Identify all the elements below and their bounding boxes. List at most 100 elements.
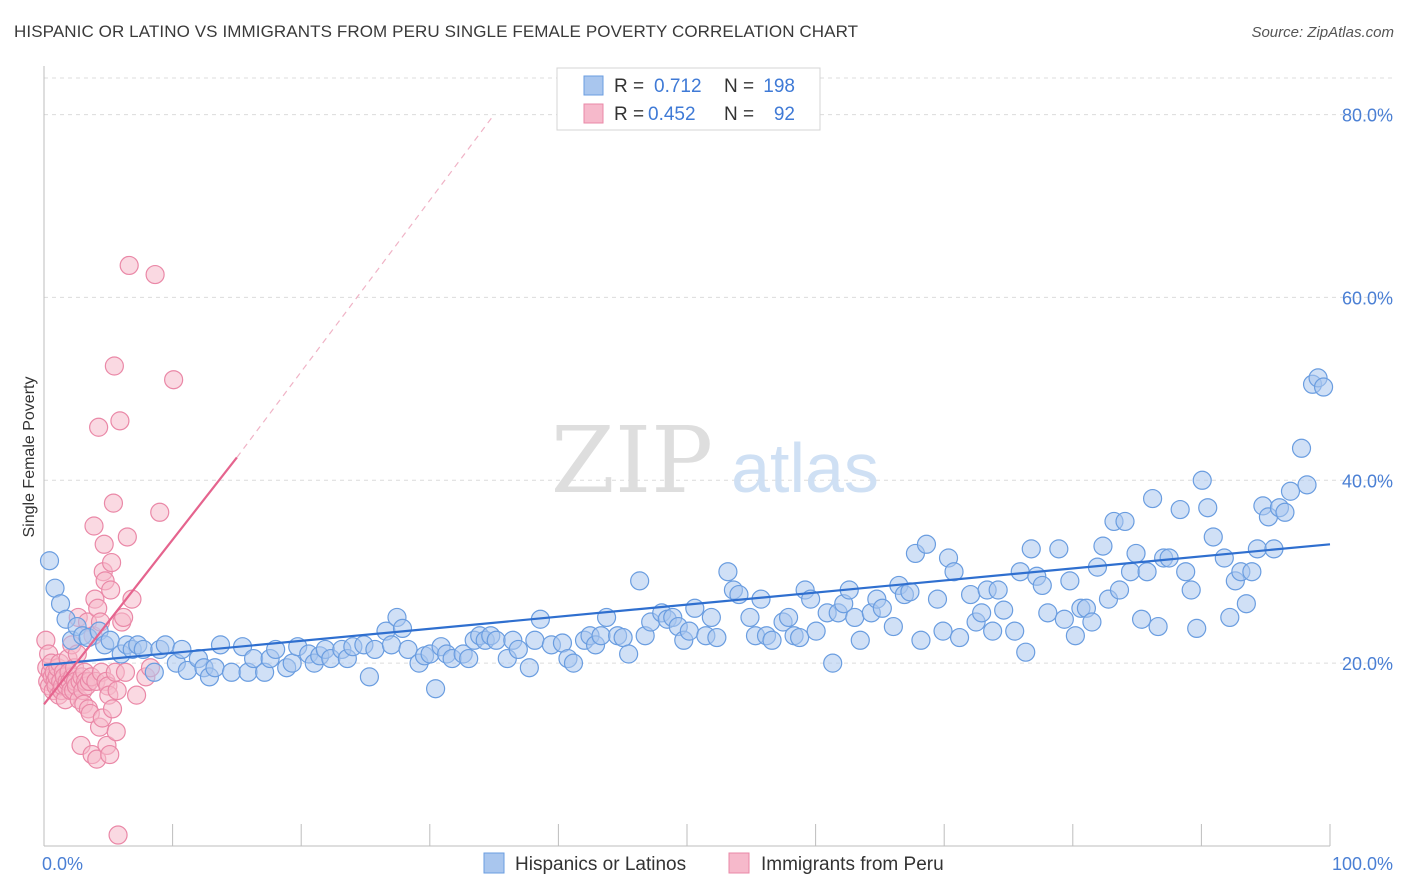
point-hispanic: [1187, 618, 1207, 639]
point-hispanic: [1038, 603, 1058, 623]
legend-r-label-2: R =: [614, 104, 644, 125]
point-peru: [94, 534, 114, 554]
point-hispanic: [1170, 499, 1190, 520]
point-hispanic: [1236, 594, 1256, 614]
watermark-zip: ZIP: [551, 407, 713, 514]
point-hispanic: [1016, 642, 1036, 662]
point-hispanic: [1291, 438, 1312, 458]
point-peru: [89, 417, 109, 437]
point-hispanic: [591, 626, 611, 646]
point-peru: [108, 825, 128, 845]
point-hispanic: [359, 667, 380, 687]
point-hispanic: [983, 621, 1003, 641]
point-hispanic: [960, 584, 981, 605]
trend-line-pink: [43, 456, 238, 705]
source-label: Source: ZipAtlas.com: [1251, 24, 1394, 41]
point-peru: [117, 527, 137, 547]
point-hispanic: [1115, 511, 1135, 532]
point-peru: [145, 264, 165, 285]
point-hispanic: [1242, 562, 1262, 582]
point-hispanic: [1220, 607, 1240, 628]
point-peru: [126, 685, 147, 705]
point-hispanic: [392, 618, 413, 639]
point-hispanic: [1120, 562, 1141, 582]
bottom-legend-swatch-pink: [728, 852, 750, 874]
point-hispanic: [1198, 498, 1218, 518]
point-hispanic: [519, 658, 539, 678]
point-hispanic: [155, 635, 175, 655]
legend-r-value-2: 0.452: [648, 104, 696, 125]
point-hispanic: [933, 621, 953, 641]
point-hispanic: [1021, 539, 1041, 559]
point-hispanic: [1060, 571, 1080, 591]
watermark-atlas: atlas: [731, 429, 879, 507]
x-tick-labels: 0.0% 100.0%: [42, 854, 1393, 874]
axes: [43, 66, 1331, 847]
legend-r-value-1: 0.712: [654, 76, 702, 97]
series-hispanics-or-latinos: [39, 368, 1334, 699]
point-hispanic: [172, 639, 192, 660]
point-hispanic: [486, 630, 506, 650]
point-hispanic: [1005, 621, 1025, 641]
point-peru: [150, 502, 170, 522]
point-peru: [114, 607, 134, 628]
point-hispanic: [1297, 475, 1317, 495]
y-tick-label: 20.0%: [1342, 654, 1393, 674]
point-hispanic: [801, 589, 821, 609]
point-hispanic: [916, 534, 937, 554]
point-peru: [84, 516, 104, 536]
point-hispanic: [701, 607, 721, 628]
y-tick-label: 80.0%: [1342, 106, 1393, 126]
point-hispanic: [1032, 575, 1052, 596]
point-hispanic: [911, 630, 931, 650]
point-hispanic: [425, 679, 446, 699]
legend-n-label-2: N =: [724, 104, 754, 125]
point-hispanic: [806, 621, 826, 641]
point-hispanic: [210, 635, 231, 655]
point-hispanic: [1082, 612, 1102, 632]
point-hispanic: [282, 653, 302, 673]
point-hispanic: [1054, 609, 1074, 629]
trend-line-blue: [43, 543, 1331, 667]
bottom-legend-label-blue: Hispanics or Latinos: [515, 854, 686, 875]
point-hispanic: [1065, 626, 1085, 646]
bottom-legend-label-pink: Immigrants from Peru: [761, 854, 944, 875]
point-hispanic: [740, 607, 760, 628]
point-hispanic: [1131, 609, 1152, 629]
y-tick-labels: 20.0% 40.0% 60.0% 80.0%: [1342, 106, 1393, 675]
point-hispanic: [205, 658, 225, 678]
point-hispanic: [900, 582, 920, 602]
point-hispanic: [762, 630, 782, 650]
point-hispanic: [972, 603, 992, 623]
point-hispanic: [508, 639, 528, 660]
legend-swatch-blue: [583, 75, 604, 96]
point-peru: [104, 356, 124, 376]
point-hispanic: [988, 580, 1008, 600]
legend-n-value-1: 198: [763, 76, 795, 97]
point-hispanic: [221, 662, 242, 682]
trend-line-extension-pink: [236, 114, 495, 458]
point-hispanic: [459, 648, 479, 669]
y-tick-label: 60.0%: [1342, 288, 1393, 308]
point-hispanic: [1275, 502, 1295, 522]
point-hispanic: [525, 630, 545, 650]
point-peru: [164, 370, 184, 390]
point-hispanic: [381, 635, 402, 655]
point-hispanic: [1093, 536, 1113, 556]
point-peru: [101, 552, 122, 573]
point-hispanic: [39, 551, 60, 571]
legend-swatch-pink: [583, 103, 604, 124]
point-hispanic: [1049, 539, 1069, 559]
point-hispanic: [707, 627, 727, 648]
point-hispanic: [1280, 481, 1301, 501]
series-immigrants-from-peru: [36, 255, 184, 845]
trend-lines: [43, 114, 1331, 705]
point-hispanic: [718, 562, 738, 582]
point-hispanic: [872, 598, 892, 618]
point-hispanic: [365, 639, 385, 660]
point-hispanic: [1192, 470, 1212, 490]
point-hispanic: [1148, 616, 1168, 637]
bottom-legend: Hispanics or Latinos Immigrants from Per…: [483, 852, 944, 875]
bottom-legend-swatch-blue: [483, 852, 505, 874]
point-peru: [106, 722, 126, 742]
